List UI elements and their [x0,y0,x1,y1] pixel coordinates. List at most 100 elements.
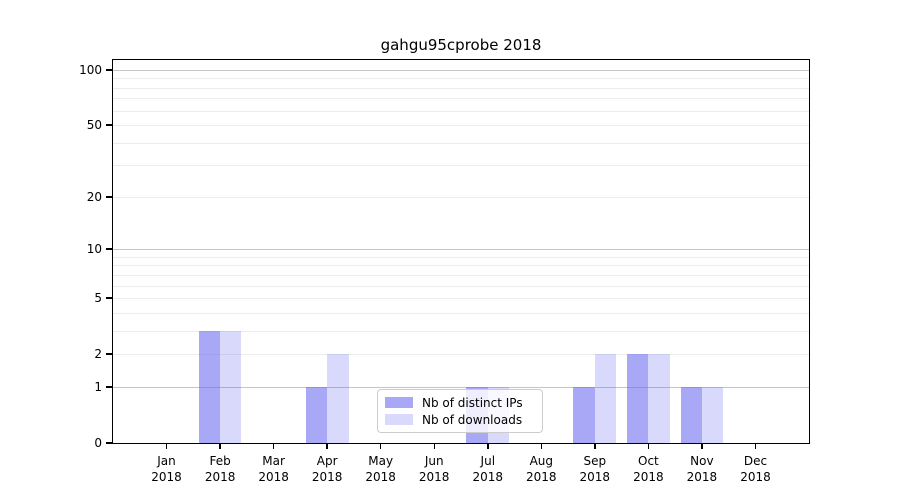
x-tick-mark-feb [219,443,221,449]
gridline-major [113,69,809,71]
gridline-minor [113,110,809,112]
gridline-minor [113,274,809,276]
x-tick-year: 2018 [686,470,718,484]
x-tick-label-apr: Apr 2018 [295,453,359,485]
x-tick-label-jun: Jun 2018 [402,453,466,485]
x-tick-month: Feb [209,454,231,468]
legend-label-distinct-ips: Nb of distinct IPs [422,395,523,410]
x-tick-month: Aug [529,454,554,468]
chart-title: gahgu95cprobe 2018 [380,36,542,54]
x-tick-year: 2018 [418,470,450,484]
gridline-minor [113,78,809,80]
x-tick-year: 2018 [151,470,182,484]
legend: Nb of distinct IPs Nb of downloads [377,389,543,433]
x-tick-label-sep: Sep 2018 [563,453,627,485]
bar-downloads-feb [220,330,242,443]
x-tick-label-jul: Jul 2018 [456,453,520,485]
x-tick-year: 2018 [633,470,664,484]
y-tick-label-1: 1 [94,379,102,394]
x-tick-mark-jul [487,443,489,449]
x-tick-mark-jan [165,443,168,449]
gridline-minor [113,142,809,144]
y-tick-label-50: 50 [86,118,102,132]
bar-distinct-ips-feb [198,330,221,443]
x-tick-month: Nov [690,454,714,468]
gridline-minor [113,196,809,198]
x-tick-month: Apr [316,454,338,468]
gridline-minor [113,298,809,300]
gridline-minor [113,256,809,258]
x-tick-label-mar: Mar 2018 [242,453,306,485]
x-tick-year: 2018 [579,470,611,484]
x-tick-year: 2018 [204,470,236,484]
bar-downloads-apr [327,354,349,443]
y-tick-mark-2 [106,353,113,355]
x-tick-month: Sep [583,454,607,468]
bar-downloads-oct [648,354,670,443]
x-tick-mark-mar [272,443,275,449]
gridline-major [113,249,809,251]
x-tick-month: Mar [262,454,285,468]
x-tick-mark-may [379,443,382,449]
x-tick-month: Jun [424,454,444,468]
gridline-minor [113,330,809,332]
x-tick-mark-sep [594,443,596,449]
x-tick-month: Oct [638,454,659,468]
x-tick-label-oct: Oct 2018 [616,453,680,485]
x-tick-label-jan: Jan 2018 [135,453,199,485]
x-tick-mark-jun [433,443,435,449]
x-tick-year: 2018 [258,470,289,484]
x-tick-year: 2018 [365,470,396,484]
gridline-minor [113,125,809,126]
x-tick-month: Jan [157,454,176,468]
x-tick-year: 2018 [526,470,557,484]
legend-swatch-distinct-ips [385,397,413,408]
y-tick-mark-50 [106,124,113,126]
y-tick-label-2: 2 [94,347,102,362]
x-tick-month: Jul [480,454,496,468]
gridline-minor [113,165,809,167]
x-tick-year: 2018 [740,470,771,484]
x-tick-mark-nov [701,443,703,449]
legend-swatch-downloads [385,414,413,425]
x-tick-month: May [368,454,394,468]
gridline-major [113,386,809,388]
x-tick-year: 2018 [472,470,504,484]
legend-label-downloads: Nb of downloads [422,412,523,427]
plot-area: Nb of distinct IPs Nb of downloads [112,59,810,444]
y-tick-label-10: 10 [86,242,102,257]
bar-distinct-ips-nov [680,386,702,443]
x-tick-year: 2018 [311,470,343,484]
gridline-minor [113,98,809,100]
y-tick-label-5: 5 [94,291,102,306]
bar-distinct-ips-apr [305,386,328,443]
y-tick-mark-0 [106,442,113,444]
gridline-minor [113,312,809,314]
x-tick-mark-oct [647,443,650,449]
gridline-minor [113,265,809,267]
y-tick-mark-10 [106,248,113,250]
y-tick-mark-20 [106,196,113,198]
y-tick-mark-100 [106,69,113,71]
x-tick-label-feb: Feb 2018 [188,453,252,485]
y-tick-mark-5 [106,297,113,299]
bar-downloads-sep [594,354,617,443]
y-tick-label-100: 100 [79,62,102,77]
y-tick-label-20: 20 [86,189,102,204]
y-tick-mark-1 [106,386,113,388]
x-tick-mark-dec [754,443,757,449]
x-tick-mark-aug [540,443,543,449]
x-tick-mark-apr [326,443,328,449]
x-tick-month: Dec [743,454,768,468]
x-tick-label-may: May 2018 [349,453,413,485]
legend-item-downloads: Nb of downloads [385,413,534,427]
gridline-minor [113,87,809,89]
legend-item-distinct-ips: Nb of distinct IPs [385,396,534,410]
bar-downloads-nov [701,386,724,443]
y-tick-label-0: 0 [94,436,102,450]
gridline-minor [113,285,809,287]
bar-distinct-ips-oct [627,354,649,443]
gridline-minor [113,354,809,356]
x-tick-label-nov: Nov 2018 [670,453,734,485]
